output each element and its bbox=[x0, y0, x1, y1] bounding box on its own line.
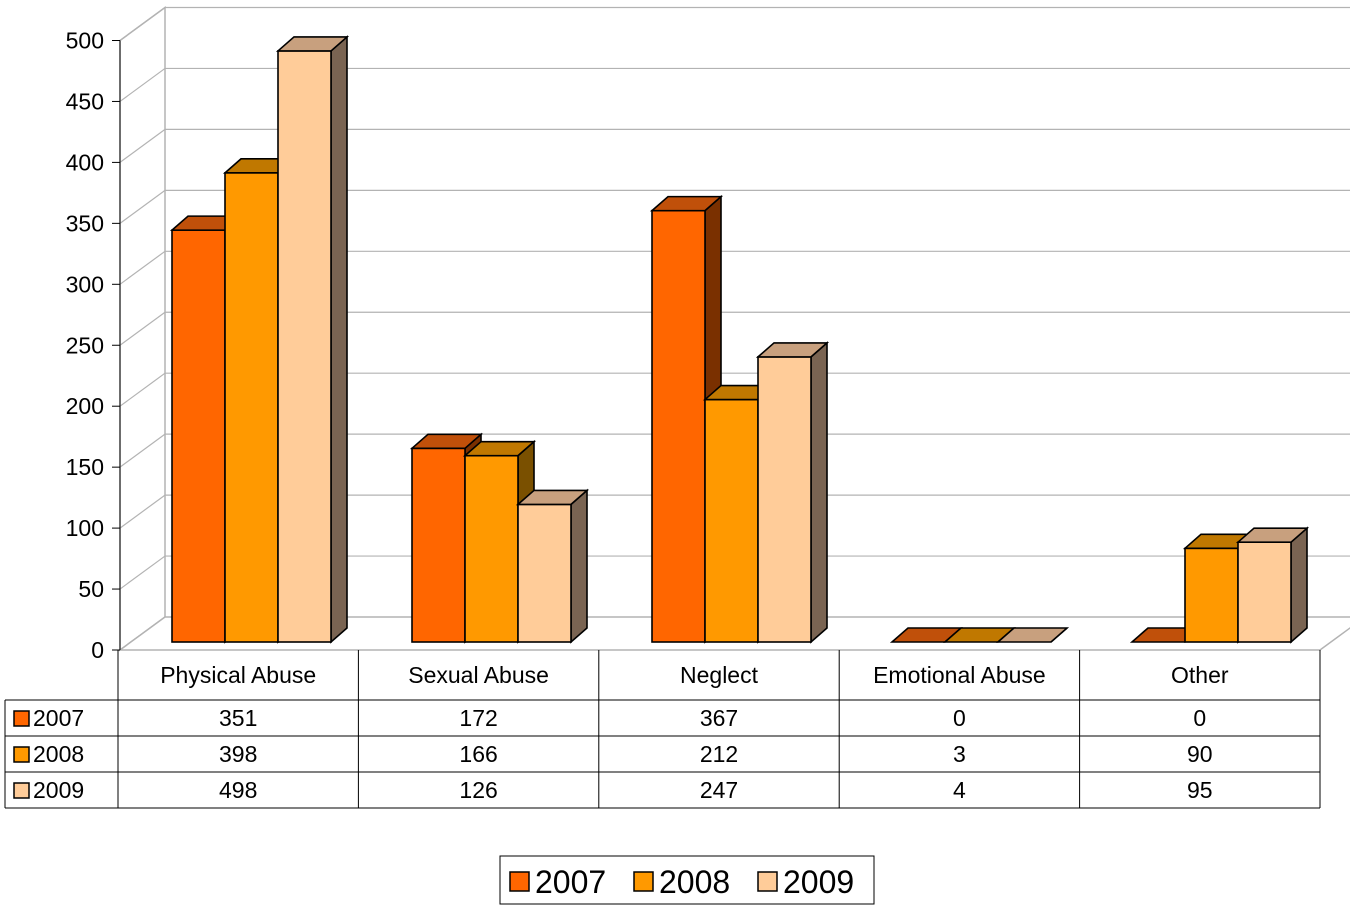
bar-2008 bbox=[224, 172, 279, 643]
bar-top-2009 bbox=[1235, 527, 1310, 543]
table-cell: 172 bbox=[459, 705, 497, 731]
bar-2007 bbox=[651, 209, 706, 643]
table-cell: 367 bbox=[700, 705, 738, 731]
bar-2007 bbox=[171, 229, 226, 643]
category-label: Emotional Abuse bbox=[873, 662, 1046, 688]
legend-swatch-2009 bbox=[757, 871, 778, 892]
y-tick-label: 250 bbox=[66, 332, 104, 358]
table-cell: 398 bbox=[219, 741, 257, 767]
table-cell: 166 bbox=[459, 741, 497, 767]
gridline-diagonal bbox=[119, 128, 166, 163]
y-tick-label: 100 bbox=[66, 515, 104, 541]
y-tick-label: 300 bbox=[66, 271, 104, 297]
y-tick-label: 200 bbox=[66, 393, 104, 419]
table-cell: 126 bbox=[459, 777, 497, 803]
gridline-diagonal bbox=[119, 250, 166, 285]
bar-top-2009 bbox=[995, 627, 1070, 643]
gridline-diagonal bbox=[119, 494, 166, 529]
legend-box bbox=[499, 855, 875, 905]
y-tick-label: 350 bbox=[66, 210, 104, 236]
table-cell: 3 bbox=[953, 741, 966, 767]
y-tick-label: 400 bbox=[66, 149, 104, 175]
category-label: Physical Abuse bbox=[160, 662, 316, 688]
table-cell: 498 bbox=[219, 777, 257, 803]
legend-swatch-2007 bbox=[509, 871, 530, 892]
bar-2008 bbox=[704, 398, 759, 643]
table-cell: 351 bbox=[219, 705, 257, 731]
gridline-diagonal bbox=[119, 189, 166, 224]
table-cell: 4 bbox=[953, 777, 966, 803]
legend-label: 2008 bbox=[659, 864, 730, 900]
legend-label: 2009 bbox=[783, 864, 854, 900]
table-cell: 0 bbox=[1193, 705, 1206, 731]
gridline-diagonal bbox=[119, 311, 166, 346]
y-tick-label: 0 bbox=[91, 637, 104, 663]
y-tick-label: 450 bbox=[66, 88, 104, 114]
category-label: Neglect bbox=[680, 662, 759, 688]
bar-2009 bbox=[1237, 541, 1292, 643]
table-cell: 212 bbox=[700, 741, 738, 767]
table-cell: 0 bbox=[953, 705, 966, 731]
gridline-diagonal bbox=[119, 372, 166, 407]
y-tick-label: 500 bbox=[66, 28, 104, 54]
gridline-diagonal bbox=[119, 433, 166, 468]
bar-top-2007 bbox=[409, 433, 484, 450]
bar-2009 bbox=[277, 50, 332, 643]
row-swatch-2008 bbox=[13, 746, 30, 763]
bar-2008 bbox=[464, 454, 519, 643]
category-label: Other bbox=[1171, 662, 1229, 688]
row-label: 2009 bbox=[33, 777, 84, 803]
gridline-diagonal bbox=[119, 67, 166, 102]
category-label: Sexual Abuse bbox=[408, 662, 549, 688]
row-swatch-2007 bbox=[13, 710, 30, 727]
bar-top-2009 bbox=[275, 36, 350, 52]
table-cell: 90 bbox=[1187, 741, 1213, 767]
gridline-diagonal bbox=[119, 555, 166, 590]
bar-2007 bbox=[411, 447, 466, 643]
bar-side-2009 bbox=[330, 35, 348, 644]
y-tick-label: 150 bbox=[66, 454, 104, 480]
legend: 2007 2008 2009 bbox=[499, 855, 875, 905]
bar-top-2009 bbox=[515, 489, 590, 506]
bar-side-2009 bbox=[1290, 526, 1308, 644]
bar-2008 bbox=[1184, 547, 1239, 643]
bar-2009 bbox=[757, 356, 812, 643]
table-cell: 247 bbox=[700, 777, 738, 803]
bar-2009 bbox=[517, 503, 572, 643]
bar-top-2009 bbox=[755, 342, 830, 358]
bar-top-2008 bbox=[462, 440, 537, 457]
bar-side-2009 bbox=[570, 488, 588, 644]
table-cell: 95 bbox=[1187, 777, 1213, 803]
bar-side-2009 bbox=[810, 341, 828, 644]
bars bbox=[169, 35, 1310, 644]
data-table: Physical Abuse Sexual Abuse Neglect Emotion… bbox=[4, 650, 1321, 809]
gridline-diagonal bbox=[119, 7, 166, 41]
row-swatch-2009 bbox=[13, 782, 30, 799]
legend-swatch-2008 bbox=[633, 871, 654, 892]
bar-top-2007 bbox=[649, 195, 724, 212]
y-axis: 0 50 100 150 200 250 300 350 400 450 500 bbox=[66, 28, 121, 663]
y-tick-label: 50 bbox=[78, 576, 104, 602]
row-label: 2007 bbox=[33, 705, 84, 731]
legend-label: 2007 bbox=[535, 864, 606, 900]
row-label: 2008 bbox=[33, 741, 84, 767]
